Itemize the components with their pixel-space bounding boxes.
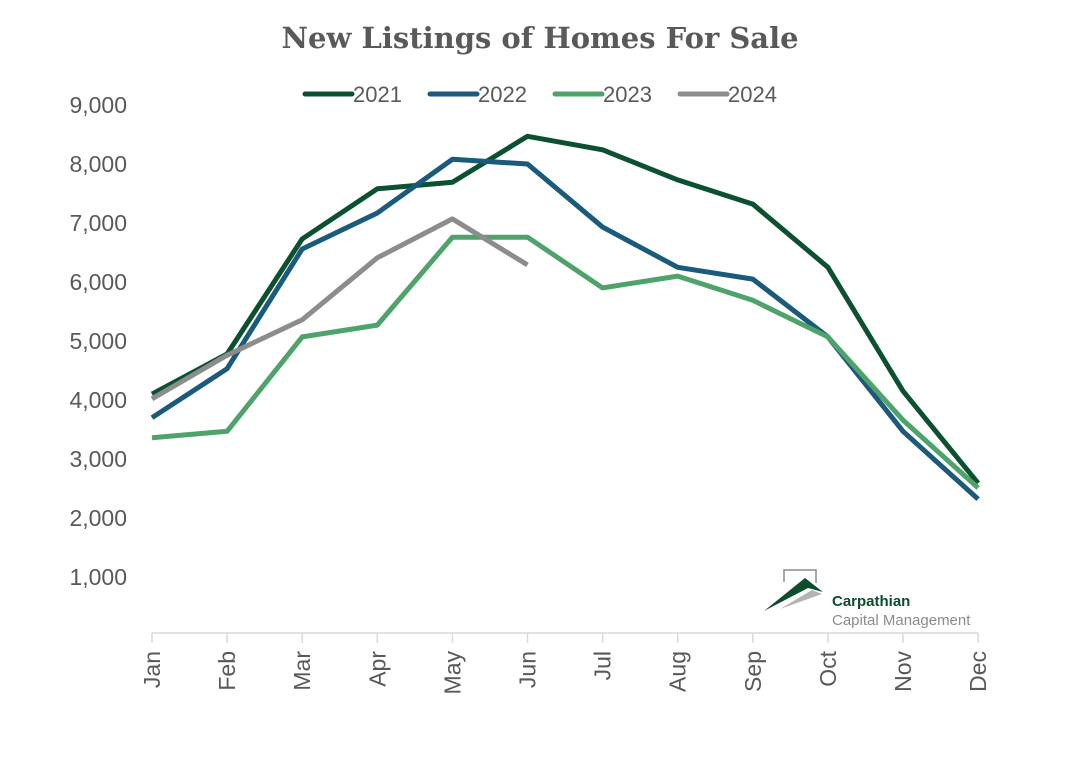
legend-item-2021: 2021	[302, 82, 402, 107]
y-tick-label: 3,000	[69, 446, 127, 472]
x-tick-label: Feb	[214, 651, 240, 691]
x-tick-label: Nov	[890, 651, 916, 692]
x-tick-label: Apr	[364, 651, 390, 687]
series-lines	[150, 133, 981, 501]
x-tick-label: Aug	[665, 651, 691, 692]
y-tick-label: 5,000	[69, 328, 127, 354]
x-tick-label: May	[439, 651, 465, 695]
x-tick-label: Mar	[289, 651, 315, 691]
x-tick-label: Jan	[139, 651, 165, 688]
x-tick-label: Sep	[740, 651, 766, 692]
y-axis: 1,000 2,000 3,000 4,000 5,000 6,000 7,000 8,000…	[69, 92, 127, 590]
legend-item-2022: 2022	[427, 82, 527, 107]
legend: 2021 2022 2023 2024	[302, 82, 777, 107]
y-tick-label: 1,000	[69, 564, 127, 590]
logo-subtitle: Capital Management	[832, 612, 971, 629]
y-tick-label: 9,000	[69, 92, 127, 118]
legend-item-2024: 2024	[677, 82, 777, 107]
x-tick-label: Oct	[815, 650, 841, 686]
y-tick-label: 6,000	[69, 269, 127, 295]
y-tick-label: 7,000	[69, 210, 127, 236]
series-line-2021	[150, 133, 981, 485]
mountain-logo-icon	[764, 569, 823, 611]
series-line-2023	[151, 234, 980, 490]
y-tick-label: 4,000	[69, 387, 127, 413]
y-tick-label: 2,000	[69, 505, 127, 531]
legend-label: 2022	[478, 82, 527, 107]
x-tick-label: Dec	[965, 651, 991, 692]
series-line-2024	[150, 216, 529, 401]
legend-item-2023: 2023	[552, 82, 652, 107]
series-line-2022	[150, 156, 980, 501]
legend-label: 2023	[603, 82, 652, 107]
y-tick-label: 8,000	[69, 151, 127, 177]
x-tick-label: Jun	[515, 651, 541, 688]
company-logo: Carpathian Capital Management	[764, 569, 971, 629]
legend-label: 2021	[353, 82, 402, 107]
chart-title: New Listings of Homes For Sale	[281, 21, 798, 55]
legend-label: 2024	[728, 82, 777, 107]
x-tick-label: Jul	[590, 651, 616, 680]
logo-name: Carpathian	[832, 593, 910, 610]
x-axis: Jan Feb Mar Apr May Jun Jul Aug Sep Oct Nov Dec	[139, 632, 991, 695]
